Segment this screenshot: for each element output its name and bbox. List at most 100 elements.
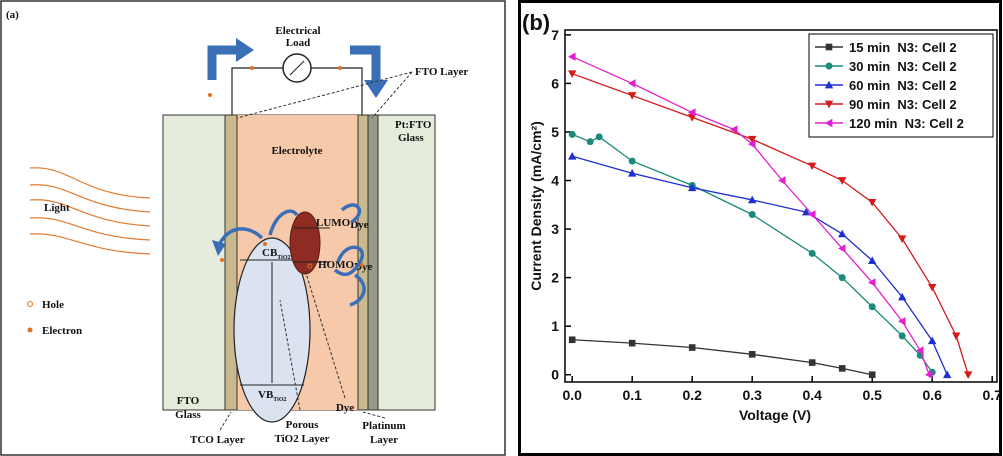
marker [808, 210, 816, 219]
marker [928, 283, 937, 292]
marker [898, 332, 906, 340]
pt-glass-label: Glass [398, 132, 424, 144]
electron-dot [360, 263, 364, 267]
marker [688, 108, 696, 117]
marker [808, 249, 816, 257]
y-tick-label: 7 [551, 27, 559, 43]
marker [748, 139, 756, 149]
wire [231, 67, 363, 115]
marker [748, 135, 757, 144]
marker [568, 336, 576, 344]
legend-marker [824, 118, 833, 128]
panel-label: (a) [6, 9, 19, 21]
tco-layer [224, 114, 238, 411]
dye-label: Dye [336, 402, 354, 414]
marker [925, 370, 933, 379]
y-tick-label: 0 [551, 367, 559, 383]
marker [838, 274, 846, 282]
meter-needle [289, 60, 305, 76]
marker [688, 183, 697, 192]
chart-panel: (b) Voltage (V) Current Density (mA/cm²)… [518, 0, 1002, 456]
marker [595, 133, 603, 141]
platinum-label: Platinum [362, 420, 405, 432]
marker [868, 371, 876, 379]
light-rays [29, 167, 151, 255]
panel-label: (b) [522, 10, 550, 35]
pt-glass-label: Pt:FTO [395, 119, 432, 131]
fto-layer-right [367, 114, 379, 411]
marker [928, 336, 937, 345]
marker [568, 70, 577, 78]
x-tick-label: 0.6 [922, 387, 942, 403]
fto-glass-label: FTO [177, 395, 200, 407]
marker [952, 332, 961, 341]
electron-dot [208, 93, 212, 97]
marker [586, 138, 594, 146]
x-tick-label: 0.5 [862, 387, 882, 403]
y-tick-label: 1 [551, 318, 559, 334]
cb-label: CBTiO2 [262, 247, 291, 261]
flow-arrow [350, 45, 381, 82]
marker [868, 198, 877, 207]
marker [778, 176, 786, 185]
marker [688, 344, 696, 351]
flow-arrow-head [364, 80, 388, 98]
marker [838, 177, 847, 185]
series-line [572, 155, 948, 375]
marker [568, 52, 576, 61]
hole-dot [307, 263, 313, 269]
flow-arrow [207, 45, 238, 80]
y-tick-label: 5 [551, 124, 559, 140]
marker [748, 351, 756, 358]
marker [802, 207, 811, 216]
light-label: Light [44, 202, 70, 214]
marker [868, 256, 877, 264]
x-tick-label: 0.4 [802, 387, 822, 403]
legend-marker [825, 43, 833, 51]
legend-label: 60 min N3: Cell 2 [849, 78, 957, 93]
hole-label: Hole [42, 299, 64, 311]
fto-layer-label: FTO Layer [415, 66, 468, 78]
marker [730, 125, 738, 134]
legend-label: 120 min N3: Cell 2 [849, 116, 964, 131]
marker [628, 79, 636, 88]
electron-label: Electron [42, 325, 82, 337]
porous-label: TiO2 Layer [274, 433, 329, 445]
marker [808, 359, 816, 366]
lumo-label: LUMODye [316, 217, 369, 231]
marker [628, 157, 636, 165]
marker [838, 365, 846, 372]
x-tick-label: 0.7 [982, 387, 1002, 403]
homo-label: HOMODye [318, 259, 373, 273]
marker [916, 346, 924, 355]
legend-label: 90 min N3: Cell 2 [849, 97, 957, 112]
electron-dot [338, 66, 342, 70]
flow-arrow-head [236, 38, 254, 62]
porous-label: Porous [286, 419, 320, 431]
marker [964, 371, 973, 379]
electrolyte-label: Electrolyte [271, 145, 322, 157]
marker [628, 169, 637, 177]
y-tick-label: 6 [551, 75, 559, 91]
y-tick-label: 4 [551, 173, 559, 189]
legend-label: 15 min N3: Cell 2 [849, 40, 957, 55]
marker [838, 244, 846, 253]
marker [898, 235, 907, 243]
platinum-label: Layer [370, 434, 398, 446]
x-tick-label: 0.2 [682, 387, 702, 403]
legend-marker [824, 100, 834, 109]
marker [628, 92, 637, 100]
marker [943, 370, 952, 379]
electron-dot [263, 242, 267, 246]
vb-label: VBTiO2 [258, 389, 287, 403]
series-line [571, 56, 930, 375]
legend-marker [824, 80, 834, 89]
legend-marker [825, 62, 833, 70]
plot-frame [564, 29, 998, 383]
marker [898, 292, 907, 301]
diagram-panel: (a) Electrical Load FTO Layer Electrolyt… [0, 0, 506, 456]
y-tick-label: 2 [551, 270, 559, 286]
marker [568, 130, 576, 138]
